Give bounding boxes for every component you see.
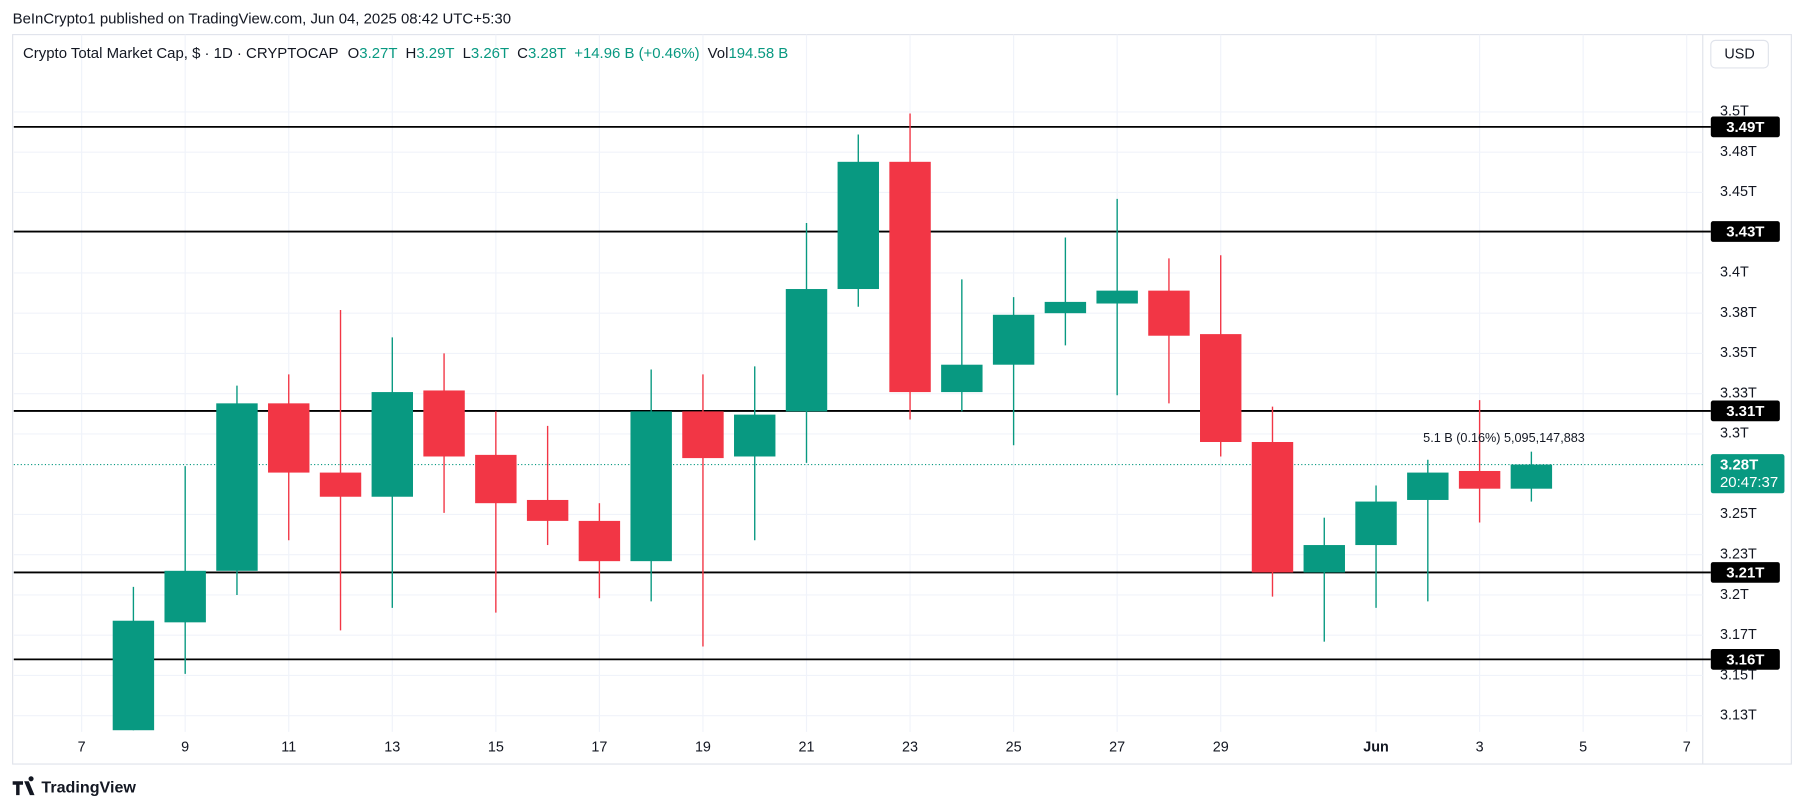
- last-price-label: 3.28T: [1720, 457, 1758, 474]
- candle-body: [423, 390, 465, 457]
- candle-body: [1355, 501, 1397, 546]
- candle-body: [578, 520, 621, 562]
- x-tick-label: 25: [1006, 740, 1022, 756]
- legend-value: 3.29T: [416, 45, 454, 62]
- chart-frame: [12, 34, 1792, 765]
- annotation: 5.1 B (0.16%) 5,095,147,883: [1423, 431, 1585, 445]
- legend-value: 194.58 B: [728, 45, 788, 62]
- level-label: 3.21T: [1726, 565, 1764, 582]
- candle-body: [112, 620, 155, 731]
- legend-value: +14.96 B (+0.46%): [574, 45, 699, 62]
- level-tag: [1710, 649, 1780, 670]
- x-tick-label: 15: [488, 740, 504, 756]
- y-tick-label: 3.5T: [1720, 104, 1749, 120]
- currency-button[interactable]: [1710, 39, 1769, 69]
- candle-body: [1458, 470, 1501, 489]
- candle-body: [630, 411, 672, 562]
- y-tick-label: 3.45T: [1720, 184, 1757, 200]
- header: BeInCrypto1 published on TradingView.com…: [13, 11, 511, 28]
- legend-value: 3.27T: [359, 45, 397, 62]
- candle-body: [319, 472, 362, 497]
- candle-body: [1251, 441, 1294, 573]
- candle-body: [1096, 290, 1138, 304]
- candle-body: [734, 414, 776, 457]
- candle-body: [371, 392, 414, 497]
- y-tick-label: 3.3T: [1720, 426, 1749, 442]
- x-tick-label: 23: [902, 740, 918, 756]
- legend: Crypto Total Market Cap, $ · 1D · CRYPTO…: [23, 45, 788, 62]
- candle-body: [941, 364, 983, 393]
- x-tick-label: Jun: [1363, 740, 1389, 756]
- legend-value: 3.26T: [471, 45, 509, 62]
- level-label: 3.31T: [1726, 403, 1764, 420]
- x-tick-label: 17: [591, 740, 607, 756]
- level-label: 3.49T: [1726, 119, 1764, 136]
- y-tick-label: 3.15T: [1720, 667, 1757, 683]
- legend-key: C: [517, 45, 528, 62]
- candle-body: [837, 161, 879, 290]
- level-tag: [1710, 221, 1780, 242]
- candles: [112, 113, 1553, 731]
- footer-logo: TradingView: [41, 778, 136, 796]
- y-tick-label: 3.33T: [1720, 385, 1757, 401]
- candle-body: [216, 403, 258, 571]
- candle-body: [889, 161, 931, 393]
- level-label: 3.16T: [1726, 651, 1764, 668]
- last-price-tag: [1710, 454, 1785, 494]
- level-tag: [1710, 562, 1780, 583]
- x-tick-label: 7: [78, 740, 86, 756]
- x-tick-label: 29: [1213, 740, 1229, 756]
- axes: 3.5T 3.48T 3.45T 3.4T 3.38T 3.35T 3.33T 3.3T 3.2…: [78, 104, 1757, 756]
- x-tick-label: 13: [384, 740, 400, 756]
- candle-body: [164, 570, 206, 623]
- y-tick-label: 3.23T: [1720, 547, 1757, 563]
- x-tick-label: 21: [799, 740, 815, 756]
- y-tick-label: 3.48T: [1720, 144, 1757, 160]
- y-tick-label: 3.4T: [1720, 265, 1749, 281]
- y-tick-label: 3.25T: [1720, 506, 1757, 522]
- legend-key: Vol: [708, 45, 729, 62]
- candle-body: [526, 499, 569, 521]
- logo-icon: [12, 776, 35, 796]
- candle-body: [1303, 545, 1345, 573]
- countdown: 20:47:37: [1720, 474, 1778, 491]
- legend-key: H: [406, 45, 417, 62]
- candle-body: [992, 314, 1035, 365]
- level-tag: [1710, 400, 1780, 422]
- candle-body: [682, 411, 724, 459]
- x-tick-label: 5: [1579, 740, 1587, 756]
- level-tag: [1710, 116, 1780, 138]
- x-tick-label: 3: [1476, 740, 1484, 756]
- candle-body: [1407, 472, 1449, 500]
- y-tick-label: 3.13T: [1720, 708, 1757, 724]
- chart-title: Crypto Total Market Cap, $ · 1D · CRYPTO…: [23, 45, 338, 62]
- level-label: 3.43T: [1726, 224, 1764, 241]
- x-tick-label: 27: [1109, 740, 1125, 756]
- y-tick-label: 3.17T: [1720, 627, 1757, 643]
- legend-value: 3.28T: [528, 45, 566, 62]
- x-tick-label: 7: [1683, 740, 1691, 756]
- legend-key: O: [348, 45, 360, 62]
- candle-body: [785, 289, 828, 412]
- candle-body: [268, 403, 310, 473]
- candle-body: [1200, 334, 1242, 442]
- currency-label[interactable]: USD: [1724, 47, 1754, 63]
- y-tick-label: 3.35T: [1720, 345, 1757, 361]
- candle-body: [1148, 290, 1190, 336]
- y-tick-label: 3.38T: [1720, 305, 1757, 321]
- x-tick-label: 11: [281, 740, 296, 756]
- y-tick-label: 3.2T: [1720, 587, 1749, 603]
- candle-body: [1510, 464, 1553, 489]
- x-tick-label: 9: [181, 740, 189, 756]
- candle-body: [1044, 301, 1087, 314]
- candle-body: [475, 454, 517, 504]
- x-tick-label: 19: [695, 740, 711, 756]
- legend-key: L: [463, 45, 471, 62]
